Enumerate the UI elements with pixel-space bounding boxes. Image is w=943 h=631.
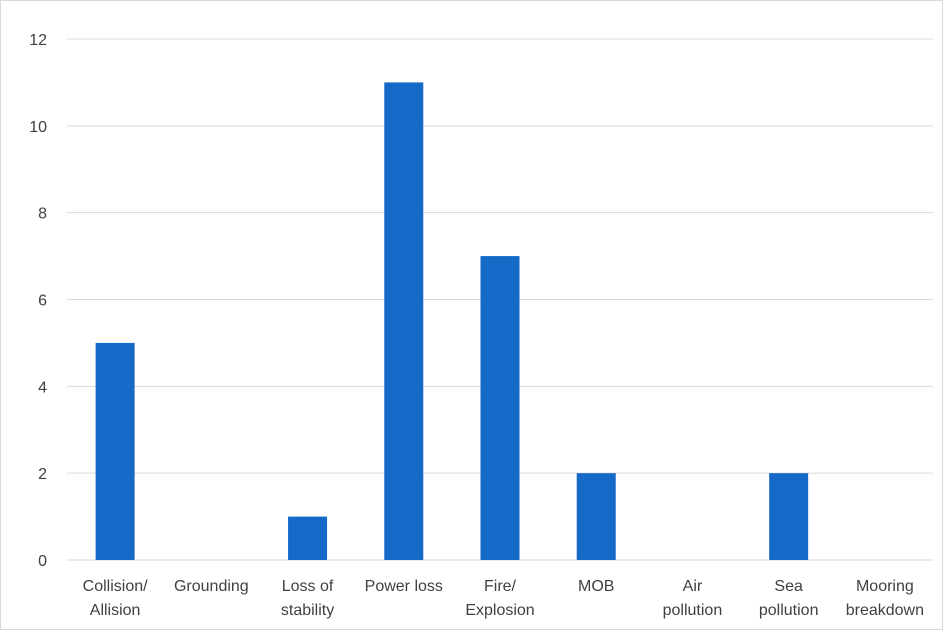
y-tick-label: 2 (38, 466, 47, 483)
bar (576, 473, 616, 560)
y-tick-label: 12 (29, 32, 47, 49)
x-tick-label: Power loss (365, 578, 443, 595)
x-tick-label: Collision/ (83, 578, 148, 595)
x-tick-label: Grounding (174, 578, 249, 595)
y-tick-label: 6 (38, 293, 47, 310)
bar (769, 473, 809, 560)
bar (95, 342, 135, 560)
x-tick-label: Fire/ (484, 578, 517, 595)
y-tick-label: 8 (38, 206, 47, 223)
x-tick-label: Air (683, 578, 703, 595)
x-tick-label: Loss of (282, 578, 334, 595)
y-tick-label: 4 (38, 379, 47, 396)
x-tick-label: MOB (578, 578, 614, 595)
x-tick-label: stability (281, 602, 334, 619)
x-tick-label: Sea (774, 578, 803, 595)
bar (288, 516, 328, 560)
x-tick-label: Allision (90, 602, 141, 619)
x-tick-label: pollution (759, 602, 819, 619)
x-tick-label: Mooring (856, 578, 914, 595)
x-tick-label: pollution (663, 602, 723, 619)
x-tick-label: Explosion (465, 602, 534, 619)
bar (480, 256, 520, 560)
y-tick-label: 0 (38, 553, 47, 570)
bar (384, 82, 424, 561)
y-tick-label: 10 (29, 119, 47, 136)
x-tick-label: breakdown (846, 602, 924, 619)
